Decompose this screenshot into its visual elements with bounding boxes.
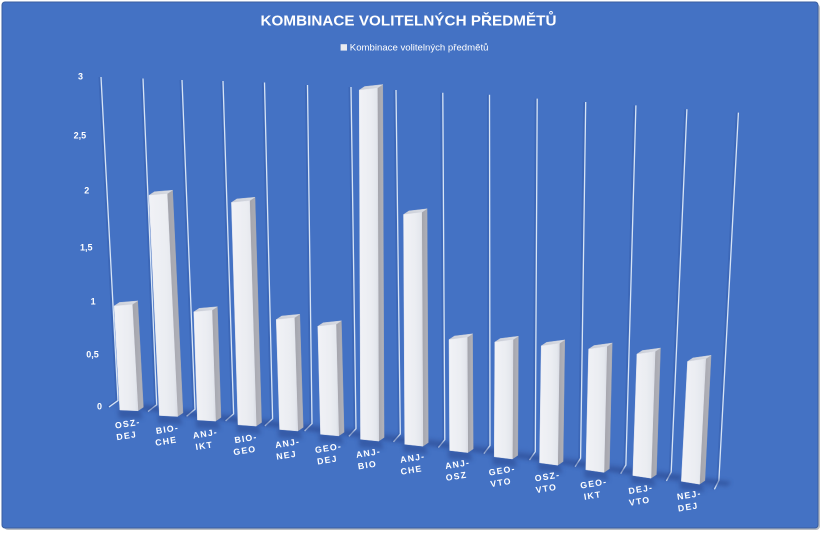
svg-text:DEJ: DEJ [677, 500, 699, 513]
svg-text:ANJ-: ANJ- [444, 457, 470, 471]
svg-text:GEO: GEO [233, 444, 257, 457]
svg-text:0: 0 [97, 402, 102, 412]
svg-text:NEJ-: NEJ- [676, 488, 702, 502]
svg-text:1,5: 1,5 [80, 243, 93, 253]
svg-text:GEO-: GEO- [314, 441, 342, 455]
svg-text:2: 2 [84, 186, 89, 196]
svg-text:ANJ-: ANJ- [355, 446, 381, 460]
svg-text:ANJ-: ANJ- [192, 427, 218, 441]
svg-text:KOMBINACE VOLITELNÝCH PŘEDMĚTŮ: KOMBINACE VOLITELNÝCH PŘEDMĚTŮ [261, 11, 557, 30]
svg-text:GEO-: GEO- [488, 463, 516, 477]
svg-text:DEJ: DEJ [116, 429, 138, 442]
svg-text:VTO: VTO [628, 495, 651, 508]
svg-text:OSZ-: OSZ- [114, 417, 141, 431]
svg-text:BIO: BIO [357, 459, 377, 472]
svg-text:VTO: VTO [535, 482, 558, 495]
svg-text:1: 1 [91, 297, 96, 307]
svg-text:ANJ-: ANJ- [399, 451, 425, 465]
svg-text:GEO-: GEO- [580, 476, 608, 490]
svg-text:ANJ-: ANJ- [274, 436, 300, 450]
svg-text:3: 3 [78, 72, 83, 82]
svg-text:0,5: 0,5 [86, 350, 99, 360]
svg-text:OSZ: OSZ [445, 470, 468, 483]
svg-text:BIO-: BIO- [155, 422, 179, 436]
svg-text:IKT: IKT [195, 439, 214, 452]
svg-text:CHE: CHE [400, 463, 423, 476]
svg-text:CHE: CHE [155, 435, 178, 448]
svg-text:VTO: VTO [490, 476, 513, 489]
svg-text:DEJ: DEJ [316, 453, 338, 466]
svg-text:IKT: IKT [583, 489, 602, 502]
svg-text:DEJ-: DEJ- [628, 482, 654, 496]
svg-text:2,5: 2,5 [74, 131, 87, 141]
svg-text:Kombinace volitelných předmětů: Kombinace volitelných předmětů [350, 43, 489, 54]
svg-text:BIO-: BIO- [234, 432, 258, 446]
svg-text:NEJ: NEJ [275, 449, 297, 462]
svg-text:OSZ-: OSZ- [534, 470, 561, 484]
